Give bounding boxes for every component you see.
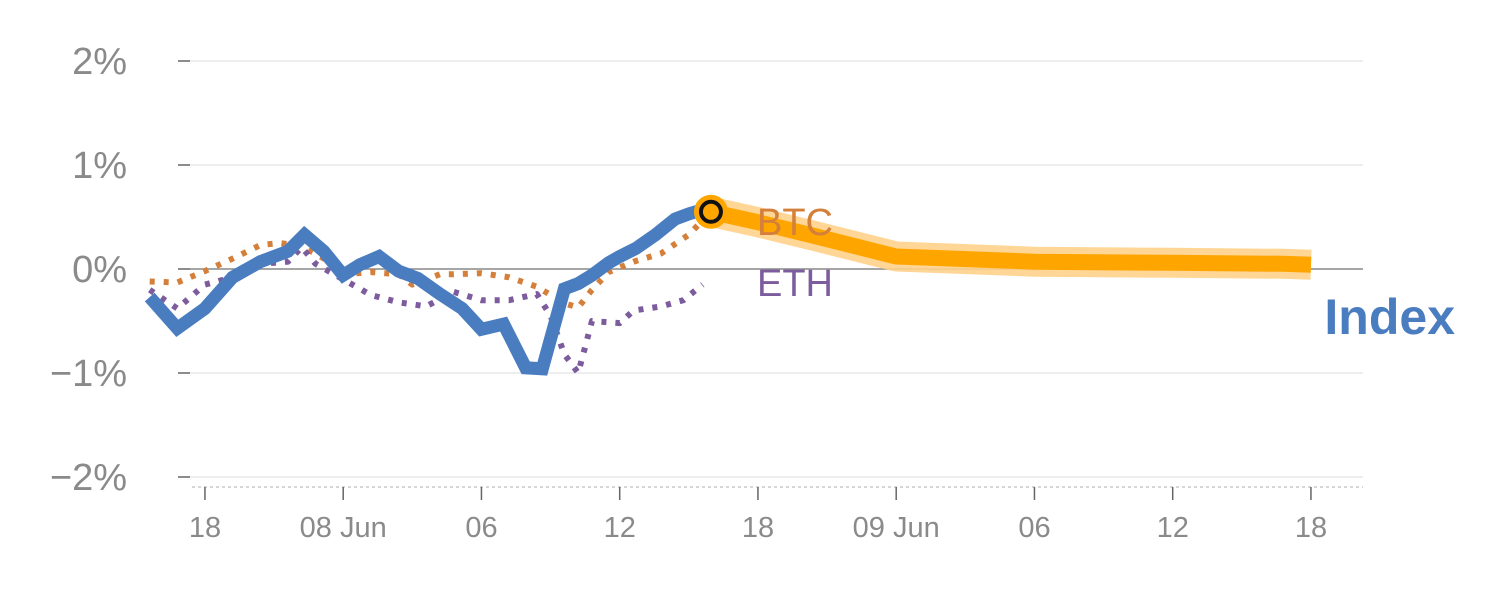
eth-series-label: ETH — [757, 263, 833, 305]
x-tick-label: 12 — [604, 512, 636, 544]
current-point-ring — [698, 199, 723, 224]
index-series-line — [144, 202, 713, 376]
x-tick-label: 18 — [742, 512, 774, 544]
current-point-marker — [693, 194, 728, 229]
forecast-line — [709, 203, 1312, 273]
x-axis: 18 08 Jun 06 12 18 09 Jun 06 12 18 — [189, 486, 1363, 544]
y-tick-label: 2% — [72, 41, 127, 83]
y-tick-label: 1% — [72, 145, 127, 187]
x-tick-label: 06 — [465, 512, 497, 544]
series-lines — [144, 194, 1312, 376]
x-tick-label: 18 — [1295, 512, 1327, 544]
x-tick-label: 06 — [1018, 512, 1050, 544]
y-tick-label: 0% — [72, 249, 127, 291]
eth-series-line — [148, 244, 705, 376]
y-axis: 2% 1% 0% −1% −2% — [50, 41, 190, 499]
x-tick-label: 12 — [1157, 512, 1189, 544]
x-tick-label: 08 Jun — [300, 512, 387, 544]
series-labels: BTC ETH Index — [757, 202, 1455, 345]
x-tick-label: 18 — [189, 512, 221, 544]
y-tick-label: −1% — [50, 353, 127, 395]
index-series-label: Index — [1324, 289, 1455, 345]
btc-series-label: BTC — [757, 202, 833, 244]
btc-series-line — [149, 209, 714, 311]
y-tick-label: −2% — [50, 457, 127, 499]
x-tick-label: 09 Jun — [853, 512, 940, 544]
